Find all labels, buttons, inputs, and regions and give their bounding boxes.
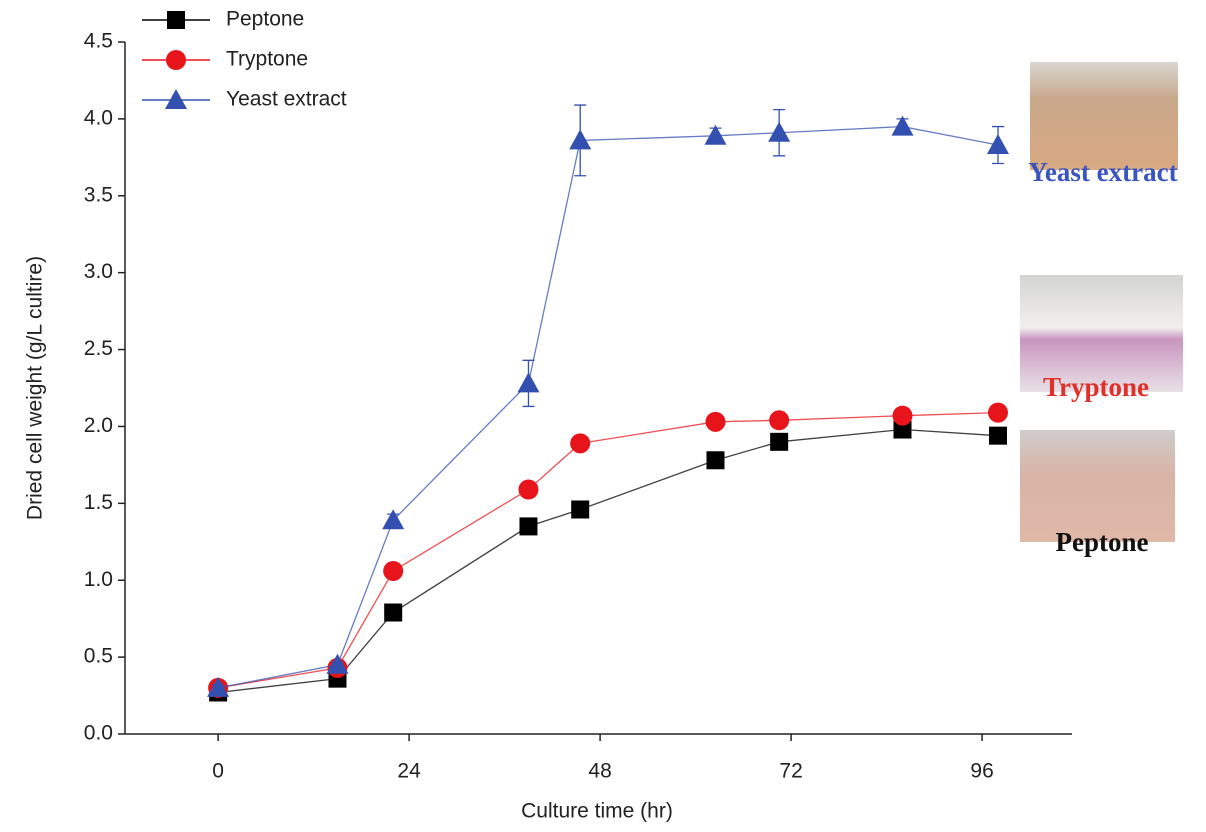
data-point <box>517 372 540 393</box>
legend-label: Peptone <box>226 8 304 31</box>
photo-peptone <box>1020 430 1175 542</box>
legend-label: Tryptone <box>226 48 308 71</box>
data-point <box>326 653 349 674</box>
legend-marker <box>165 89 187 109</box>
photo-tryptone <box>1020 275 1183 392</box>
data-point <box>706 451 725 470</box>
series-line <box>218 428 999 694</box>
data-point <box>382 509 405 530</box>
data-point <box>518 479 539 500</box>
data-point <box>570 433 591 454</box>
annotation: Tryptone <box>1043 372 1149 402</box>
data-point <box>988 426 1007 445</box>
y-tick-label: 1.0 <box>84 568 113 591</box>
annotation: Peptone <box>1056 527 1149 557</box>
x-tick-label: 48 <box>588 760 611 783</box>
legend-label: Yeast extract <box>226 88 347 111</box>
data-point <box>571 500 590 519</box>
y-tick-label: 0.0 <box>84 722 113 745</box>
y-tick-label: 1.5 <box>84 491 113 514</box>
data-point <box>891 115 914 136</box>
y-tick-label: 4.5 <box>84 30 113 53</box>
annotation: Yeast extract <box>1028 157 1177 187</box>
y-tick-label: 4.0 <box>84 106 113 129</box>
data-point <box>768 121 791 142</box>
x-tick-label: 0 <box>212 760 224 783</box>
data-point <box>893 420 912 439</box>
data-point <box>892 405 913 426</box>
data-point <box>383 560 404 581</box>
x-tick-label: 24 <box>397 760 421 783</box>
x-axis-title: Culture time (hr) <box>521 800 673 823</box>
data-point <box>384 603 403 622</box>
legend-marker <box>166 50 186 70</box>
data-point <box>519 517 538 536</box>
y-tick-label: 0.5 <box>84 645 113 668</box>
y-tick-label: 2.0 <box>84 414 113 437</box>
x-tick-label: 96 <box>970 760 993 783</box>
series-line <box>218 411 999 689</box>
data-point <box>986 134 1009 155</box>
legend-marker <box>167 11 185 29</box>
photo-yeast-extract <box>1030 62 1178 170</box>
y-tick-label: 2.5 <box>84 337 113 360</box>
data-point <box>769 410 790 431</box>
data-point <box>705 411 726 432</box>
y-tick-label: 3.5 <box>84 183 113 206</box>
data-point <box>987 402 1008 423</box>
y-axis-title: Dried cell weight (g/L cultire) <box>24 256 47 520</box>
x-tick-label: 72 <box>779 760 802 783</box>
data-point <box>704 124 727 145</box>
data-point <box>569 129 592 150</box>
series-line <box>217 125 999 689</box>
data-point <box>770 432 789 451</box>
data-point <box>207 676 230 697</box>
y-tick-label: 3.0 <box>84 260 113 283</box>
